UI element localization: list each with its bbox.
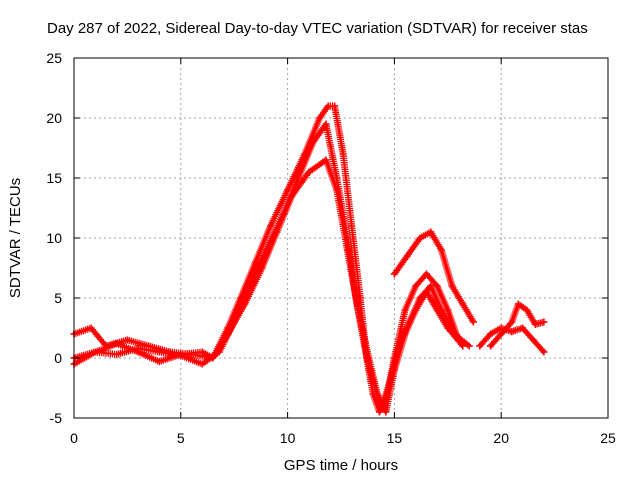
data-point	[87, 324, 95, 332]
data-point	[459, 300, 467, 308]
data-point	[294, 174, 302, 182]
data-point	[437, 246, 445, 254]
data-point	[305, 168, 313, 176]
data-point	[412, 282, 420, 290]
y-tick-label: 25	[46, 50, 62, 66]
data-point	[258, 264, 266, 272]
data-point	[540, 348, 548, 356]
marker-trail	[70, 120, 473, 410]
data-point	[113, 340, 121, 348]
data-point	[309, 138, 317, 146]
data-point	[459, 342, 467, 350]
data-point	[444, 324, 452, 332]
data-point	[497, 330, 505, 338]
data-point	[134, 348, 142, 356]
data-point	[412, 306, 420, 314]
data-point	[91, 348, 99, 356]
y-tick-label: 0	[54, 350, 62, 366]
data-point	[401, 330, 409, 338]
data-point	[416, 234, 424, 242]
data-point	[390, 366, 398, 374]
data-point	[155, 358, 163, 366]
data-point	[288, 192, 296, 200]
data-point	[113, 350, 121, 358]
data-point	[487, 330, 495, 338]
data-point	[519, 324, 527, 332]
data-point	[365, 354, 373, 362]
grid-layer	[74, 58, 608, 418]
data-point	[224, 330, 232, 338]
data-point	[375, 408, 383, 416]
data-point	[198, 360, 206, 368]
y-tick-label: 20	[46, 110, 62, 126]
x-tick-label: 15	[387, 430, 403, 446]
data-point	[422, 288, 430, 296]
tick-layer: 0 5 10 15 20 25 -5 0 5 10 15 20 25	[46, 50, 616, 446]
x-tick-label: 0	[70, 430, 78, 446]
data-point	[444, 306, 452, 314]
data-point	[123, 336, 131, 344]
chart-title: Day 287 of 2022, Sidereal Day-to-day VTE…	[47, 20, 588, 37]
data-point	[514, 300, 522, 308]
series-track-d	[390, 228, 477, 326]
data-point	[531, 320, 539, 328]
data-point	[155, 348, 163, 356]
data-point	[241, 300, 249, 308]
data-point	[465, 342, 473, 350]
data-point	[373, 390, 381, 398]
y-tick-label: 5	[54, 290, 62, 306]
data-point	[322, 156, 330, 164]
series-track-b	[70, 120, 473, 410]
data-point	[487, 342, 495, 350]
data-point	[403, 252, 411, 260]
y-tick-label: 10	[46, 230, 62, 246]
data-point	[448, 282, 456, 290]
data-point	[177, 350, 185, 358]
data-point	[427, 228, 435, 236]
series-track-c	[70, 156, 467, 416]
data-point	[529, 336, 537, 344]
series-track-f	[487, 300, 548, 350]
x-tick-label: 5	[177, 430, 185, 446]
data-point	[354, 306, 362, 314]
data-point	[469, 318, 477, 326]
data-point	[433, 282, 441, 290]
data-point	[523, 306, 531, 314]
data-point	[333, 186, 341, 194]
data-point	[433, 306, 441, 314]
data-point	[540, 318, 548, 326]
data-point	[273, 228, 281, 236]
x-tick-label: 20	[493, 430, 509, 446]
data-point	[324, 102, 332, 110]
data-point	[316, 114, 324, 122]
data-point	[476, 342, 484, 350]
data-point	[508, 328, 516, 336]
data-point	[267, 222, 275, 230]
data-point	[422, 270, 430, 278]
data-point	[198, 348, 206, 356]
data-point	[348, 222, 356, 230]
marker-trail	[70, 156, 467, 416]
data-layer	[70, 102, 548, 416]
series-track-e	[476, 324, 548, 356]
data-point	[382, 408, 390, 416]
x-tick-label: 10	[280, 430, 296, 446]
y-tick-label: -5	[50, 410, 63, 426]
x-axis-label: GPS time / hours	[284, 457, 398, 474]
data-point	[331, 102, 339, 110]
data-point	[401, 306, 409, 314]
data-point	[390, 270, 398, 278]
data-point	[209, 354, 217, 362]
y-tick-label: 15	[46, 170, 62, 186]
data-point	[343, 246, 351, 254]
x-tick-label: 25	[600, 430, 616, 446]
data-point	[339, 150, 347, 158]
data-point	[508, 318, 516, 326]
data-point	[427, 282, 435, 290]
data-point	[322, 120, 330, 128]
y-axis-label: SDTVAR / TECUs	[7, 178, 24, 298]
